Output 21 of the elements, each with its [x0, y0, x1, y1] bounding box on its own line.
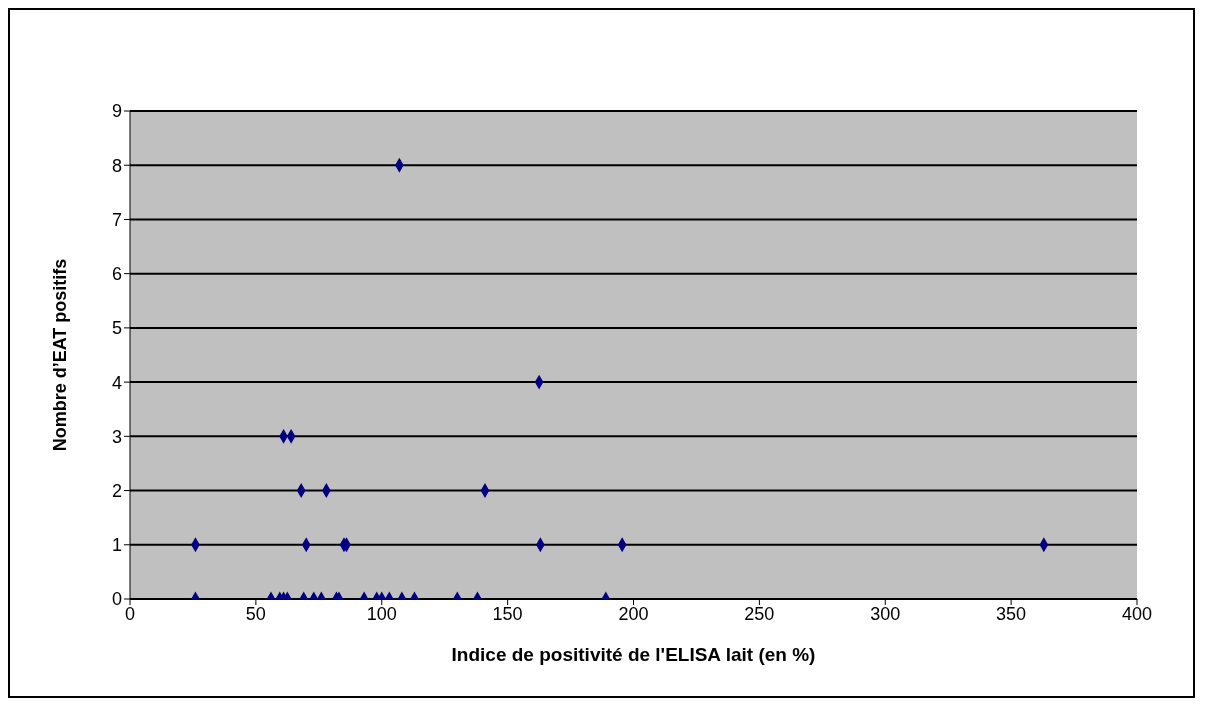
- y-tick-label: 2: [111, 480, 122, 501]
- y-tick-label: 9: [111, 101, 122, 122]
- y-tick-label: 0: [111, 589, 122, 610]
- x-tick-label: 250: [744, 603, 775, 624]
- x-axis-title: Indice de positivité de l'ELISA lait (en %): [451, 644, 816, 665]
- x-tick-label: 100: [366, 603, 397, 624]
- y-tick-label: 8: [111, 155, 122, 176]
- x-tick-label: 400: [1121, 603, 1153, 624]
- x-tick-label: 50: [245, 603, 266, 624]
- x-tick-label: 300: [870, 603, 901, 624]
- x-tick-label: 150: [492, 603, 523, 624]
- x-tick-label: 350: [996, 603, 1027, 624]
- y-tick-label: 3: [111, 426, 122, 447]
- y-tick-label: 5: [111, 318, 122, 339]
- y-tick-label: 7: [111, 209, 122, 230]
- x-tick-label: 200: [618, 603, 649, 624]
- x-tick-label: 0: [124, 603, 136, 624]
- y-tick-label: 6: [111, 264, 122, 285]
- y-tick-label: 1: [111, 535, 122, 556]
- y-tick-label: 4: [111, 372, 122, 393]
- y-axis-title: Nombre d’EAT positifs: [50, 258, 71, 452]
